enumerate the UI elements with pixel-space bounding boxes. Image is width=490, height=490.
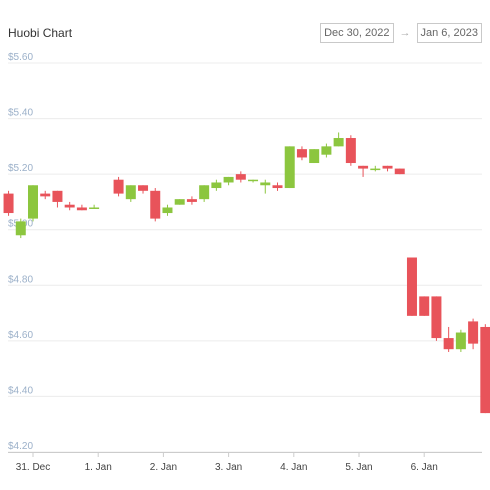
y-tick-label: $4.40 (8, 385, 33, 396)
candle-down[interactable] (113, 179, 124, 194)
candle-up[interactable] (309, 149, 320, 164)
candle-up[interactable] (211, 182, 222, 189)
y-tick-label: $5.20 (8, 163, 33, 174)
candle-down[interactable] (406, 257, 417, 316)
candle-down[interactable] (296, 149, 307, 158)
candle-down[interactable] (468, 321, 479, 344)
candle-up[interactable] (223, 176, 234, 183)
range-end-input[interactable]: Jan 6, 2023 (416, 23, 482, 43)
candle-up[interactable] (321, 146, 332, 155)
x-tick-label: 31. Dec (16, 462, 50, 473)
range-start-input[interactable]: Dec 30, 2022 (320, 23, 394, 43)
candle-up[interactable] (248, 179, 259, 182)
x-tick-label: 5. Jan (345, 462, 372, 473)
candle-up[interactable] (455, 332, 466, 350)
candle-up[interactable] (89, 207, 100, 209)
candle-down[interactable] (138, 185, 149, 191)
candle-down[interactable] (382, 165, 393, 169)
candle-down[interactable] (150, 190, 161, 219)
candle-up[interactable] (370, 168, 381, 171)
candle-down[interactable] (358, 165, 369, 169)
x-tick-label: 1. Jan (85, 462, 112, 473)
date-range-picker: Dec 30, 2022 → Jan 6, 2023 (320, 23, 482, 43)
candle-up[interactable] (199, 185, 210, 200)
x-tick-label: 3. Jan (215, 462, 242, 473)
candle-down[interactable] (272, 185, 283, 189)
candle-up[interactable] (28, 185, 38, 219)
candle-down[interactable] (431, 296, 442, 339)
candle-down[interactable] (345, 138, 356, 164)
y-tick-label: $5.40 (8, 108, 33, 119)
candle-down[interactable] (419, 296, 430, 316)
candle-up[interactable] (125, 185, 136, 200)
candle-down[interactable] (394, 168, 405, 175)
candle-down[interactable] (76, 207, 87, 211)
candle-down[interactable] (52, 190, 63, 202)
candle-down[interactable] (235, 174, 246, 180)
candle-down[interactable] (3, 193, 14, 214)
y-tick-label: $4.80 (8, 274, 33, 285)
x-tick-label: 2. Jan (150, 462, 177, 473)
candle-down[interactable] (443, 338, 454, 350)
candle-up[interactable] (174, 199, 185, 205)
candle-down[interactable] (40, 193, 51, 197)
candle-down[interactable] (480, 326, 490, 414)
candle-up[interactable] (260, 182, 271, 186)
y-tick-label: $4.20 (8, 441, 33, 452)
x-tick-label: 6. Jan (411, 462, 438, 473)
candle-up[interactable] (162, 207, 173, 214)
x-tick-label: 4. Jan (280, 462, 307, 473)
chart-title: Huobi Chart (8, 26, 73, 40)
candle-up[interactable] (284, 146, 295, 189)
candle-down[interactable] (186, 199, 197, 202)
candle-down[interactable] (64, 204, 75, 208)
y-tick-label: $4.60 (8, 330, 33, 341)
candle-up[interactable] (15, 221, 26, 236)
y-tick-label: $5.60 (8, 52, 33, 63)
range-arrow-icon: → (399, 27, 411, 39)
candle-up[interactable] (333, 138, 344, 147)
